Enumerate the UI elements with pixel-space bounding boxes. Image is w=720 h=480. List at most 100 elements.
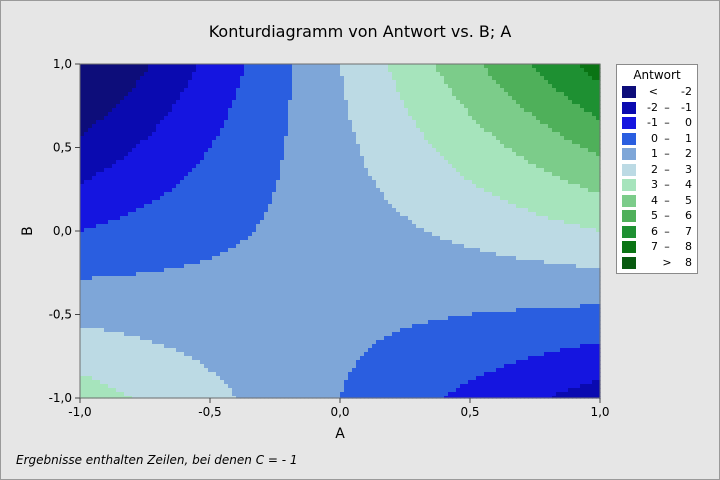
- contour-cell: [248, 296, 253, 301]
- contour-cell: [116, 352, 121, 357]
- contour-cell: [80, 380, 85, 385]
- contour-cell: [128, 280, 133, 285]
- contour-cell: [204, 300, 209, 305]
- contour-cell: [144, 240, 149, 245]
- contour-cell: [136, 272, 141, 277]
- contour-cell: [232, 164, 237, 169]
- contour-cell: [112, 392, 117, 397]
- contour-cell: [200, 220, 205, 225]
- contour-cell: [228, 372, 233, 377]
- contour-cell: [220, 268, 225, 273]
- contour-cell: [292, 320, 297, 325]
- contour-cell: [284, 276, 289, 281]
- contour-cell: [80, 332, 85, 337]
- contour-cell: [108, 216, 113, 221]
- contour-cell: [260, 160, 265, 165]
- contour-cell: [128, 296, 133, 301]
- contour-cell: [212, 276, 217, 281]
- contour-cell: [280, 260, 285, 265]
- contour-cell: [184, 256, 189, 261]
- contour-cell: [236, 364, 241, 369]
- contour-cell: [108, 180, 113, 185]
- contour-cell: [112, 72, 117, 77]
- contour-cell: [280, 124, 285, 129]
- contour-cell: [300, 144, 305, 149]
- contour-cell: [268, 272, 273, 277]
- contour-cell: [272, 172, 277, 177]
- contour-cell: [180, 312, 185, 317]
- contour-cell: [120, 320, 125, 325]
- contour-cell: [224, 220, 229, 225]
- contour-cell: [132, 120, 137, 125]
- contour-cell: [144, 196, 149, 201]
- contour-cell: [236, 336, 241, 341]
- contour-cell: [156, 340, 161, 345]
- contour-cell: [104, 376, 109, 381]
- contour-cell: [220, 328, 225, 333]
- contour-cell: [176, 72, 181, 77]
- contour-cell: [228, 180, 233, 185]
- contour-cell: [200, 384, 205, 389]
- contour-cell: [92, 280, 97, 285]
- contour-cell: [212, 76, 217, 81]
- contour-cell: [292, 268, 297, 273]
- contour-cell: [292, 176, 297, 181]
- contour-cell: [272, 264, 277, 269]
- contour-cell: [92, 292, 97, 297]
- contour-cell: [164, 156, 169, 161]
- contour-cell: [264, 124, 269, 129]
- contour-cell: [276, 172, 281, 177]
- contour-cell: [116, 380, 121, 385]
- contour-cell: [312, 96, 317, 101]
- contour-cell: [292, 244, 297, 249]
- contour-cell: [188, 144, 193, 149]
- contour-cell: [96, 112, 101, 117]
- contour-cell: [188, 248, 193, 253]
- contour-cell: [116, 168, 121, 173]
- contour-cell: [172, 220, 177, 225]
- contour-cell: [248, 316, 253, 321]
- contour-cell: [140, 272, 145, 277]
- contour-cell: [160, 216, 165, 221]
- contour-cell: [120, 192, 125, 197]
- contour-cell: [172, 308, 177, 313]
- contour-cell: [280, 388, 285, 393]
- contour-cell: [296, 108, 301, 113]
- contour-cell: [304, 92, 309, 97]
- contour-cell: [204, 76, 209, 81]
- contour-cell: [104, 188, 109, 193]
- contour-cell: [84, 232, 89, 237]
- contour-cell: [300, 88, 305, 93]
- contour-cell: [244, 372, 249, 377]
- contour-cell: [300, 132, 305, 137]
- contour-cell: [204, 148, 209, 153]
- contour-cell: [92, 80, 97, 85]
- contour-cell: [240, 76, 245, 81]
- contour-cell: [184, 192, 189, 197]
- contour-cell: [192, 300, 197, 305]
- contour-cell: [140, 248, 145, 253]
- contour-cell: [176, 176, 181, 181]
- contour-cell: [312, 368, 317, 373]
- contour-cell: [288, 88, 293, 93]
- contour-cell: [80, 360, 85, 365]
- contour-cell: [100, 112, 105, 117]
- contour-cell: [312, 64, 317, 69]
- contour-cell: [128, 172, 133, 177]
- contour-cell: [296, 152, 301, 157]
- contour-cell: [220, 88, 225, 93]
- contour-cell: [88, 292, 93, 297]
- contour-cell: [168, 212, 173, 217]
- contour-cell: [188, 220, 193, 225]
- contour-cell: [116, 112, 121, 117]
- contour-cell: [244, 148, 249, 153]
- contour-cell: [196, 380, 201, 385]
- contour-cell: [84, 248, 89, 253]
- contour-cell: [304, 96, 309, 101]
- contour-cell: [248, 64, 253, 69]
- contour-cell: [304, 64, 309, 69]
- contour-cell: [88, 180, 93, 185]
- contour-cell: [300, 292, 305, 297]
- contour-cell: [256, 380, 261, 385]
- contour-cell: [88, 280, 93, 285]
